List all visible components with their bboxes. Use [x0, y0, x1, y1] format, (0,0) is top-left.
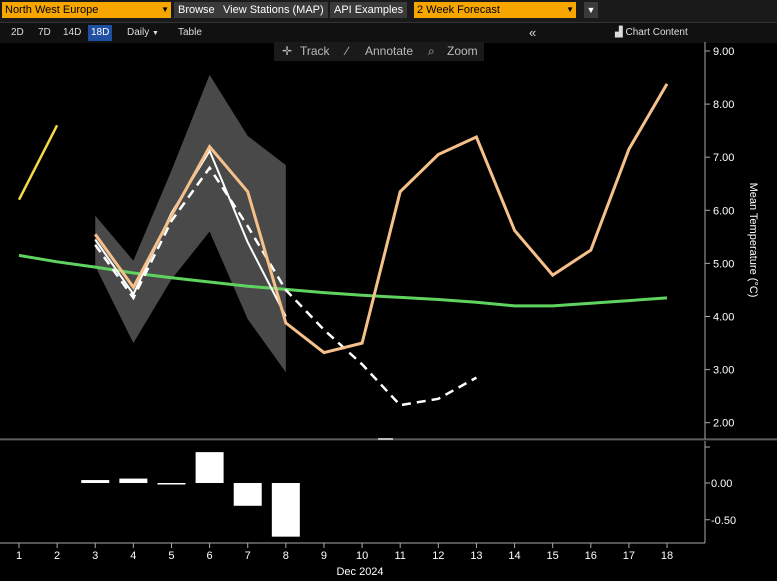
chart-content-label: Chart Content	[625, 27, 688, 38]
x-tick-label: 4	[130, 550, 136, 562]
x-tick-label: 14	[508, 550, 520, 562]
zoom-button[interactable]: Zoom	[447, 44, 478, 58]
range-14d-button[interactable]: 14D	[63, 27, 82, 38]
zoom-icon: ⌕	[428, 44, 435, 58]
x-tick-label: 8	[283, 550, 289, 562]
x-tick-label: 15	[547, 550, 559, 562]
forecast-dropdown-arrow-icon: ▼	[566, 5, 574, 14]
x-tick-label: 11	[394, 550, 405, 562]
forecast-label: 2 Week Forecast	[417, 4, 500, 16]
range-2d-button[interactable]: 2D	[11, 27, 24, 38]
uncertainty-band	[95, 74, 286, 373]
frequency-arrow-icon: ▼	[152, 30, 159, 37]
series-history-line	[17, 124, 59, 201]
view-stations-button[interactable]: View Stations (MAP)	[219, 2, 328, 18]
x-tick-label: 9	[321, 550, 327, 562]
y-tick-label: 3.00	[713, 365, 734, 377]
bar	[271, 483, 300, 537]
chart-tools: ✛ Track ∕ Annotate ⌕ Zoom	[274, 42, 484, 61]
x-tick-label: 5	[168, 550, 174, 562]
track-button[interactable]: Track	[300, 44, 330, 58]
browse-button[interactable]: Browse	[174, 2, 219, 18]
x-tick-label: 17	[623, 550, 635, 562]
top-toolbar: North West Europe ▼ Browse View Stations…	[0, 0, 777, 23]
range-7d-button[interactable]: 7D	[38, 27, 51, 38]
x-tick-label: 10	[356, 550, 368, 562]
bar-y-tick-label: 0.00	[711, 478, 732, 490]
bar-y-tick-label: -0.50	[711, 515, 736, 527]
x-tick-label: 6	[207, 550, 213, 562]
y-tick-label: 4.00	[713, 312, 734, 324]
x-tick-label: 16	[585, 550, 597, 562]
table-button[interactable]: Table	[178, 27, 202, 38]
bar	[157, 483, 186, 485]
x-tick-label: 1	[16, 550, 22, 562]
y-tick-label: 8.00	[713, 99, 734, 111]
filter-icon[interactable]: ▼	[584, 2, 598, 18]
x-axis-label: Dec 2024	[336, 566, 383, 578]
forecast-dropdown[interactable]: 2 Week Forecast ▼	[414, 2, 576, 18]
dropdown-arrow-icon: ▼	[161, 5, 169, 14]
x-tick-label: 3	[92, 550, 98, 562]
range-toolbar: 2D 7D 14D 18D Daily ▼ Table « ▟ Chart Co…	[0, 23, 777, 43]
x-tick-label: 13	[470, 550, 482, 562]
chart-content-icon: ▟	[615, 27, 623, 38]
bar	[119, 478, 148, 483]
track-icon: ✛	[282, 44, 293, 58]
bar	[81, 480, 110, 483]
region-label: North West Europe	[5, 4, 99, 16]
chart-content-button[interactable]: ▟ Chart Content	[612, 25, 691, 41]
series-normal-line	[18, 253, 668, 308]
frequency-dropdown[interactable]: Daily ▼	[124, 25, 162, 41]
api-examples-button[interactable]: API Examples	[330, 2, 408, 18]
bar	[195, 452, 224, 483]
y-tick-label: 2.00	[713, 418, 734, 430]
region-dropdown[interactable]: North West Europe ▼	[2, 2, 171, 18]
series-forecast-line	[93, 83, 669, 355]
x-tick-label: 12	[432, 550, 444, 562]
annotate-button[interactable]: Annotate	[365, 44, 414, 58]
x-tick-label: 18	[661, 550, 673, 562]
y-tick-label: 7.00	[713, 152, 734, 164]
x-tick-label: 2	[54, 550, 60, 562]
bar	[233, 483, 262, 506]
y-tick-label: 9.00	[713, 46, 734, 58]
series-dashed-line	[94, 165, 478, 407]
collapse-icon[interactable]: «	[529, 25, 537, 40]
annotate-icon: ∕	[346, 44, 349, 58]
y-axis-label: Mean Temperature (°C)	[747, 183, 759, 298]
y-tick-label: 5.00	[713, 258, 734, 270]
frequency-label: Daily	[127, 27, 150, 38]
y-tick-label: 6.00	[713, 205, 734, 217]
range-18d-button[interactable]: 18D	[88, 25, 113, 41]
x-tick-label: 7	[245, 550, 251, 562]
